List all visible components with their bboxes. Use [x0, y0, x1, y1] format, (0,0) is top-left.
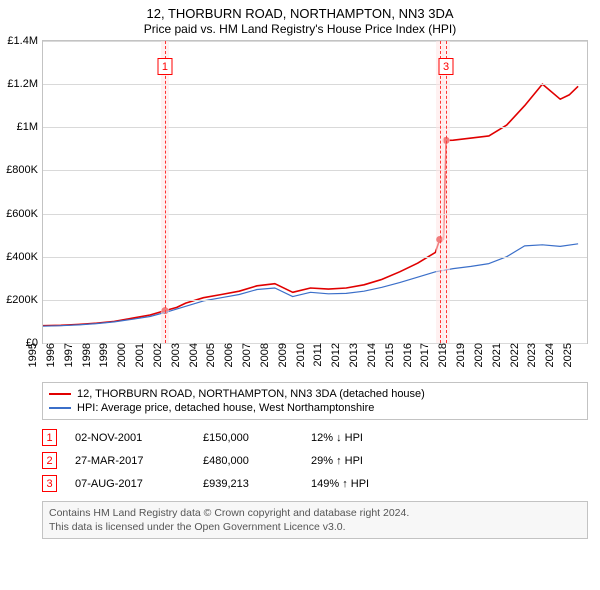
legend-label: HPI: Average price, detached house, West… [77, 402, 374, 414]
x-tick-label: 2012 [326, 343, 342, 367]
x-tick-label: 1999 [94, 343, 110, 367]
y-tick-label: £600K [6, 208, 43, 220]
x-tick-label: 2023 [522, 343, 538, 367]
event-date: 27-MAR-2017 [75, 455, 185, 467]
x-tick-label: 2013 [344, 343, 360, 367]
event-delta: 29% ↑ HPI [311, 455, 421, 467]
x-tick-label: 2019 [451, 343, 467, 367]
gridline-h [43, 257, 587, 258]
event-price: £150,000 [203, 432, 293, 444]
x-tick-label: 2025 [558, 343, 574, 367]
gridline-h [43, 300, 587, 301]
legend-label: 12, THORBURN ROAD, NORTHAMPTON, NN3 3DA … [77, 388, 425, 400]
x-tick-label: 1998 [76, 343, 92, 367]
event-price: £480,000 [203, 455, 293, 467]
y-tick-label: £200K [6, 294, 43, 306]
x-tick-label: 2018 [433, 343, 449, 367]
x-tick-label: 2017 [415, 343, 431, 367]
x-tick-label: 2002 [148, 343, 164, 367]
y-tick-label: £1M [17, 121, 43, 133]
event-line [440, 41, 441, 343]
event-delta: 149% ↑ HPI [311, 478, 421, 490]
series-svg [43, 41, 587, 343]
gridline-h [43, 214, 587, 215]
x-tick-label: 2005 [201, 343, 217, 367]
gridline-h [43, 170, 587, 171]
x-tick-label: 2009 [272, 343, 288, 367]
event-line [165, 41, 166, 343]
x-tick-label: 2011 [309, 343, 325, 367]
x-tick-label: 2007 [237, 343, 253, 367]
series-line-property [43, 84, 578, 326]
footer-line-2: This data is licensed under the Open Gov… [49, 520, 581, 534]
x-tick-label: 2021 [486, 343, 502, 367]
legend-item: 12, THORBURN ROAD, NORTHAMPTON, NN3 3DA … [49, 387, 581, 401]
x-tick-label: 2001 [130, 343, 146, 367]
gridline-h [43, 41, 587, 42]
event-number-box: 1 [42, 429, 57, 446]
legend-item: HPI: Average price, detached house, West… [49, 401, 581, 415]
x-tick-label: 2020 [469, 343, 485, 367]
event-marker-box: 3 [439, 58, 454, 75]
x-tick-label: 2000 [112, 343, 128, 367]
x-tick-label: 2006 [219, 343, 235, 367]
event-marker-box: 1 [157, 58, 172, 75]
x-tick-label: 2010 [290, 343, 306, 367]
y-tick-label: £1.2M [7, 78, 43, 90]
x-tick-label: 2008 [255, 343, 271, 367]
chart-subtitle: Price paid vs. HM Land Registry's House … [0, 21, 600, 40]
x-tick-label: 2003 [165, 343, 181, 367]
x-tick-label: 1997 [58, 343, 74, 367]
gridline-h [43, 84, 587, 85]
event-date: 07-AUG-2017 [75, 478, 185, 490]
y-tick-label: £400K [6, 251, 43, 263]
event-row: 3 07-AUG-2017 £939,213 149% ↑ HPI [42, 472, 588, 495]
event-row: 1 02-NOV-2001 £150,000 12% ↓ HPI [42, 426, 588, 449]
gridline-h [43, 127, 587, 128]
x-tick-label: 1996 [41, 343, 57, 367]
legend-swatch [49, 407, 71, 409]
x-tick-label: 2014 [362, 343, 378, 367]
y-tick-label: £1.4M [7, 35, 43, 47]
y-tick-label: £800K [6, 164, 43, 176]
chart-title: 12, THORBURN ROAD, NORTHAMPTON, NN3 3DA [0, 0, 600, 21]
x-tick-label: 2024 [540, 343, 556, 367]
x-tick-label: 2022 [504, 343, 520, 367]
event-price: £939,213 [203, 478, 293, 490]
legend: 12, THORBURN ROAD, NORTHAMPTON, NN3 3DA … [42, 382, 588, 420]
chart-container: 12, THORBURN ROAD, NORTHAMPTON, NN3 3DA … [0, 0, 600, 590]
event-row: 2 27-MAR-2017 £480,000 29% ↑ HPI [42, 449, 588, 472]
x-tick-label: 1995 [23, 343, 39, 367]
chart-plot-area: £0£200K£400K£600K£800K£1M£1.2M£1.4M19951… [42, 40, 588, 344]
legend-swatch [49, 393, 71, 395]
footer-attribution: Contains HM Land Registry data © Crown c… [42, 501, 588, 539]
events-table: 1 02-NOV-2001 £150,000 12% ↓ HPI 2 27-MAR-201… [42, 426, 588, 495]
event-delta: 12% ↓ HPI [311, 432, 421, 444]
event-number-box: 3 [42, 475, 57, 492]
x-tick-label: 2004 [183, 343, 199, 367]
event-number-box: 2 [42, 452, 57, 469]
x-tick-label: 2015 [379, 343, 395, 367]
footer-line-1: Contains HM Land Registry data © Crown c… [49, 506, 581, 520]
x-tick-label: 2016 [397, 343, 413, 367]
event-line [446, 41, 447, 343]
event-date: 02-NOV-2001 [75, 432, 185, 444]
